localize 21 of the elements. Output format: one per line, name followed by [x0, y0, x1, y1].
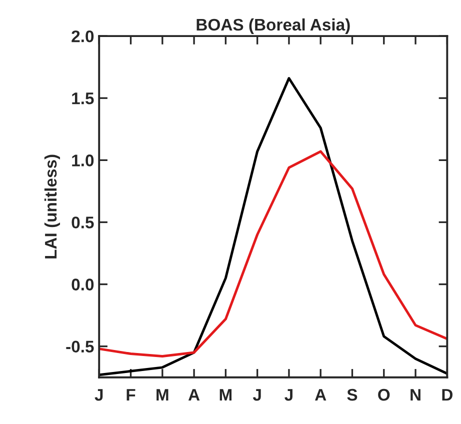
y-tick-label: -0.5 [66, 340, 94, 353]
x-tick-label: S [347, 388, 358, 401]
x-tick-label: A [315, 389, 326, 401]
y-tick-label: 0.0 [72, 278, 94, 290]
x-tick-label: J [252, 389, 261, 401]
y-tick-label: 2.0 [72, 30, 94, 42]
x-tick-label: F [126, 389, 136, 401]
y-tick-label: 1.5 [72, 92, 94, 104]
x-tick-label: N [410, 389, 420, 401]
x-tick-label: J [94, 389, 103, 401]
y-axis-title: LAI (unitless) [44, 154, 60, 258]
x-tick-label: D [442, 389, 452, 401]
x-tick-label: O [378, 388, 390, 401]
y-tick-label: 0.5 [72, 216, 94, 228]
x-tick-label: M [220, 389, 232, 401]
y-tick-label: 1.0 [72, 154, 94, 166]
x-tick-label: J [284, 389, 292, 401]
line-series [99, 150, 448, 358]
chart-title: BOAS (Boreal Asia) [196, 18, 350, 34]
x-tick-label: A [188, 389, 200, 401]
x-tick-label: M [156, 389, 168, 401]
